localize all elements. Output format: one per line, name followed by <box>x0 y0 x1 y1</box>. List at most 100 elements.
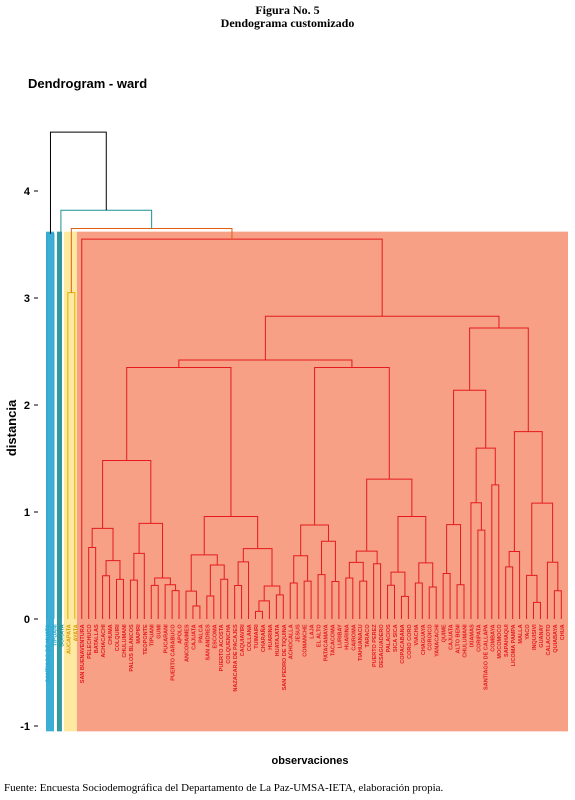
leaf-label: ANCORAIMES <box>185 624 191 662</box>
cluster-band-c1 <box>46 231 54 732</box>
dendrogram-link <box>418 562 434 588</box>
dendrogram-link <box>470 502 482 619</box>
leaf-label: GUMI <box>157 624 163 639</box>
leaf-label: SANTIAGO DE CALLAPA <box>483 624 489 690</box>
leaf-label: SORATA <box>59 624 65 646</box>
y-tick-label: 3 <box>24 293 30 305</box>
chart-title: Dendrogram - ward <box>28 76 147 91</box>
leaf-label: INQUISIVI <box>532 624 538 650</box>
leaf-label: ACHOCALLA <box>289 624 295 659</box>
dendrogram-link <box>531 502 554 576</box>
cluster-band-c2 <box>56 231 62 732</box>
dendrogram-link <box>366 478 413 552</box>
leaf-label: PUERTO CARABUCO <box>171 624 177 681</box>
leaf-labels: SANTIAGO DE HUATA TIPUANI SORATA AUCAPATA AY… <box>46 624 566 692</box>
leaf-label: QUIABAYA <box>553 624 559 652</box>
leaf-label: TEOPONTE <box>143 624 149 655</box>
leaf-label: CHUA <box>560 624 566 640</box>
leaf-label: SAN ANDRES <box>205 624 211 660</box>
cluster-backgrounds <box>46 231 568 732</box>
dendrogram-link <box>303 580 312 619</box>
dendrogram-link <box>553 590 562 619</box>
leaf-label: TIPUANI <box>52 624 58 646</box>
leaf-label: TUIMAIRI <box>254 624 260 649</box>
dendrogram-link <box>345 577 354 619</box>
dendrogram-link <box>105 560 121 580</box>
leaf-label: PUERTO PEREZ <box>372 624 378 667</box>
leaf-label: PALCA <box>198 624 204 643</box>
dendrogram-link <box>442 572 451 619</box>
dendrogram-chart: Dendrogram - ward distancia observacione… <box>4 76 568 767</box>
dendrogram-link <box>300 524 329 556</box>
cluster-band-c3 <box>63 231 77 732</box>
dendrogram-link <box>373 563 382 619</box>
dendrogram-link <box>456 584 465 619</box>
cluster-band-c4 <box>76 231 568 732</box>
leaf-label: COLQUIRI <box>115 624 121 651</box>
figure-heading: Figura No. 5 Dendograma customizado <box>0 4 575 30</box>
leaf-label: COROICO <box>428 624 434 651</box>
leaf-label: APOLO <box>178 624 184 644</box>
leaf-label: ALTO BENI <box>456 624 462 654</box>
leaf-label: LAJA <box>310 624 316 638</box>
leaf-label: CHUMA <box>108 624 114 644</box>
dendrogram-link <box>133 552 145 619</box>
leaf-label: TACACOMA <box>330 624 336 656</box>
leaf-label: COPACABANA <box>400 624 406 663</box>
leaf-label: CORIPATA <box>476 624 482 652</box>
y-tick-label: 2 <box>24 400 30 412</box>
dendrogram-link <box>49 131 107 234</box>
leaf-label: MAPIRI <box>136 624 142 644</box>
leaf-label: LICOMA PAMPA <box>511 624 517 666</box>
dendrogram-link <box>321 540 336 582</box>
dendrogram-link <box>171 590 180 619</box>
leaf-label: LURIBAY <box>337 624 343 648</box>
leaf-label: CAQUIAVIRI <box>240 624 246 656</box>
dendrogram-link <box>348 561 364 582</box>
leaf-label: CAJUATA <box>191 624 197 649</box>
y-tick-label: 0 <box>24 614 30 626</box>
leaf-label: TIAHUANACU <box>358 624 364 661</box>
leaf-label: CHAGUAYA <box>421 624 427 655</box>
leaf-label: COMANCHE <box>303 624 309 657</box>
leaf-label: MALLA <box>518 624 524 643</box>
dendrogram-link <box>505 566 514 619</box>
leaf-label: ACHACACHI <box>101 624 107 658</box>
leaf-label: ESCOMA <box>212 624 218 648</box>
leaf-label: SAPAHAQUI <box>504 624 510 657</box>
leaf-label: COLQUENCHA <box>226 624 232 663</box>
dendrogram-link <box>533 601 541 619</box>
dendrogram-tree <box>46 131 562 619</box>
leaf-label: COMBAYA <box>490 624 496 651</box>
leaf-label: PUCARANI <box>164 624 170 654</box>
leaf-label: CALACOTO <box>546 624 552 656</box>
y-tick-label: 1 <box>24 507 30 519</box>
leaf-label: IXIAMAS <box>469 624 475 647</box>
leaf-label: YANACACHI <box>435 624 441 657</box>
leaf-label: CHULUMANI <box>122 624 128 658</box>
source-footnote: Fuente: Encuesta Sociodemográfica del De… <box>4 782 444 794</box>
leaf-label: CORO CORO <box>407 624 413 659</box>
leaf-label: SANTIAGO DE HUATA <box>46 624 52 682</box>
dendrogram-link <box>206 595 215 619</box>
leaf-label: SICA SICA <box>393 624 399 652</box>
leaf-label: DESAGUADERO <box>379 624 385 668</box>
leaf-label: MOCOMOCO <box>497 624 503 659</box>
leaf-label: AUCAPATA <box>66 624 72 654</box>
leaf-label: EL ALTO <box>317 624 323 647</box>
y-axis-label: distancia <box>4 399 19 456</box>
leaf-label: VIACHA <box>414 624 420 645</box>
leaf-label: CAJUATA <box>449 624 455 649</box>
dendrogram-link <box>209 564 225 596</box>
y-tick-label: -1 <box>20 721 30 733</box>
leaf-label: AYATA <box>73 624 79 641</box>
leaf-label: PELECHUCO <box>87 624 93 659</box>
leaf-label: SAN BUENAVENTURA <box>80 624 86 683</box>
dendrogram-link <box>414 582 423 619</box>
dendrogram-link <box>154 577 171 586</box>
leaf-label: CHARAÑA <box>260 624 267 652</box>
leaf-label: BATALLAS <box>94 624 100 653</box>
leaf-label: JESUS <box>296 624 302 642</box>
dendrogram-link <box>397 515 427 573</box>
leaf-label: SAN PEDRO DE TIQUINA <box>282 624 288 690</box>
